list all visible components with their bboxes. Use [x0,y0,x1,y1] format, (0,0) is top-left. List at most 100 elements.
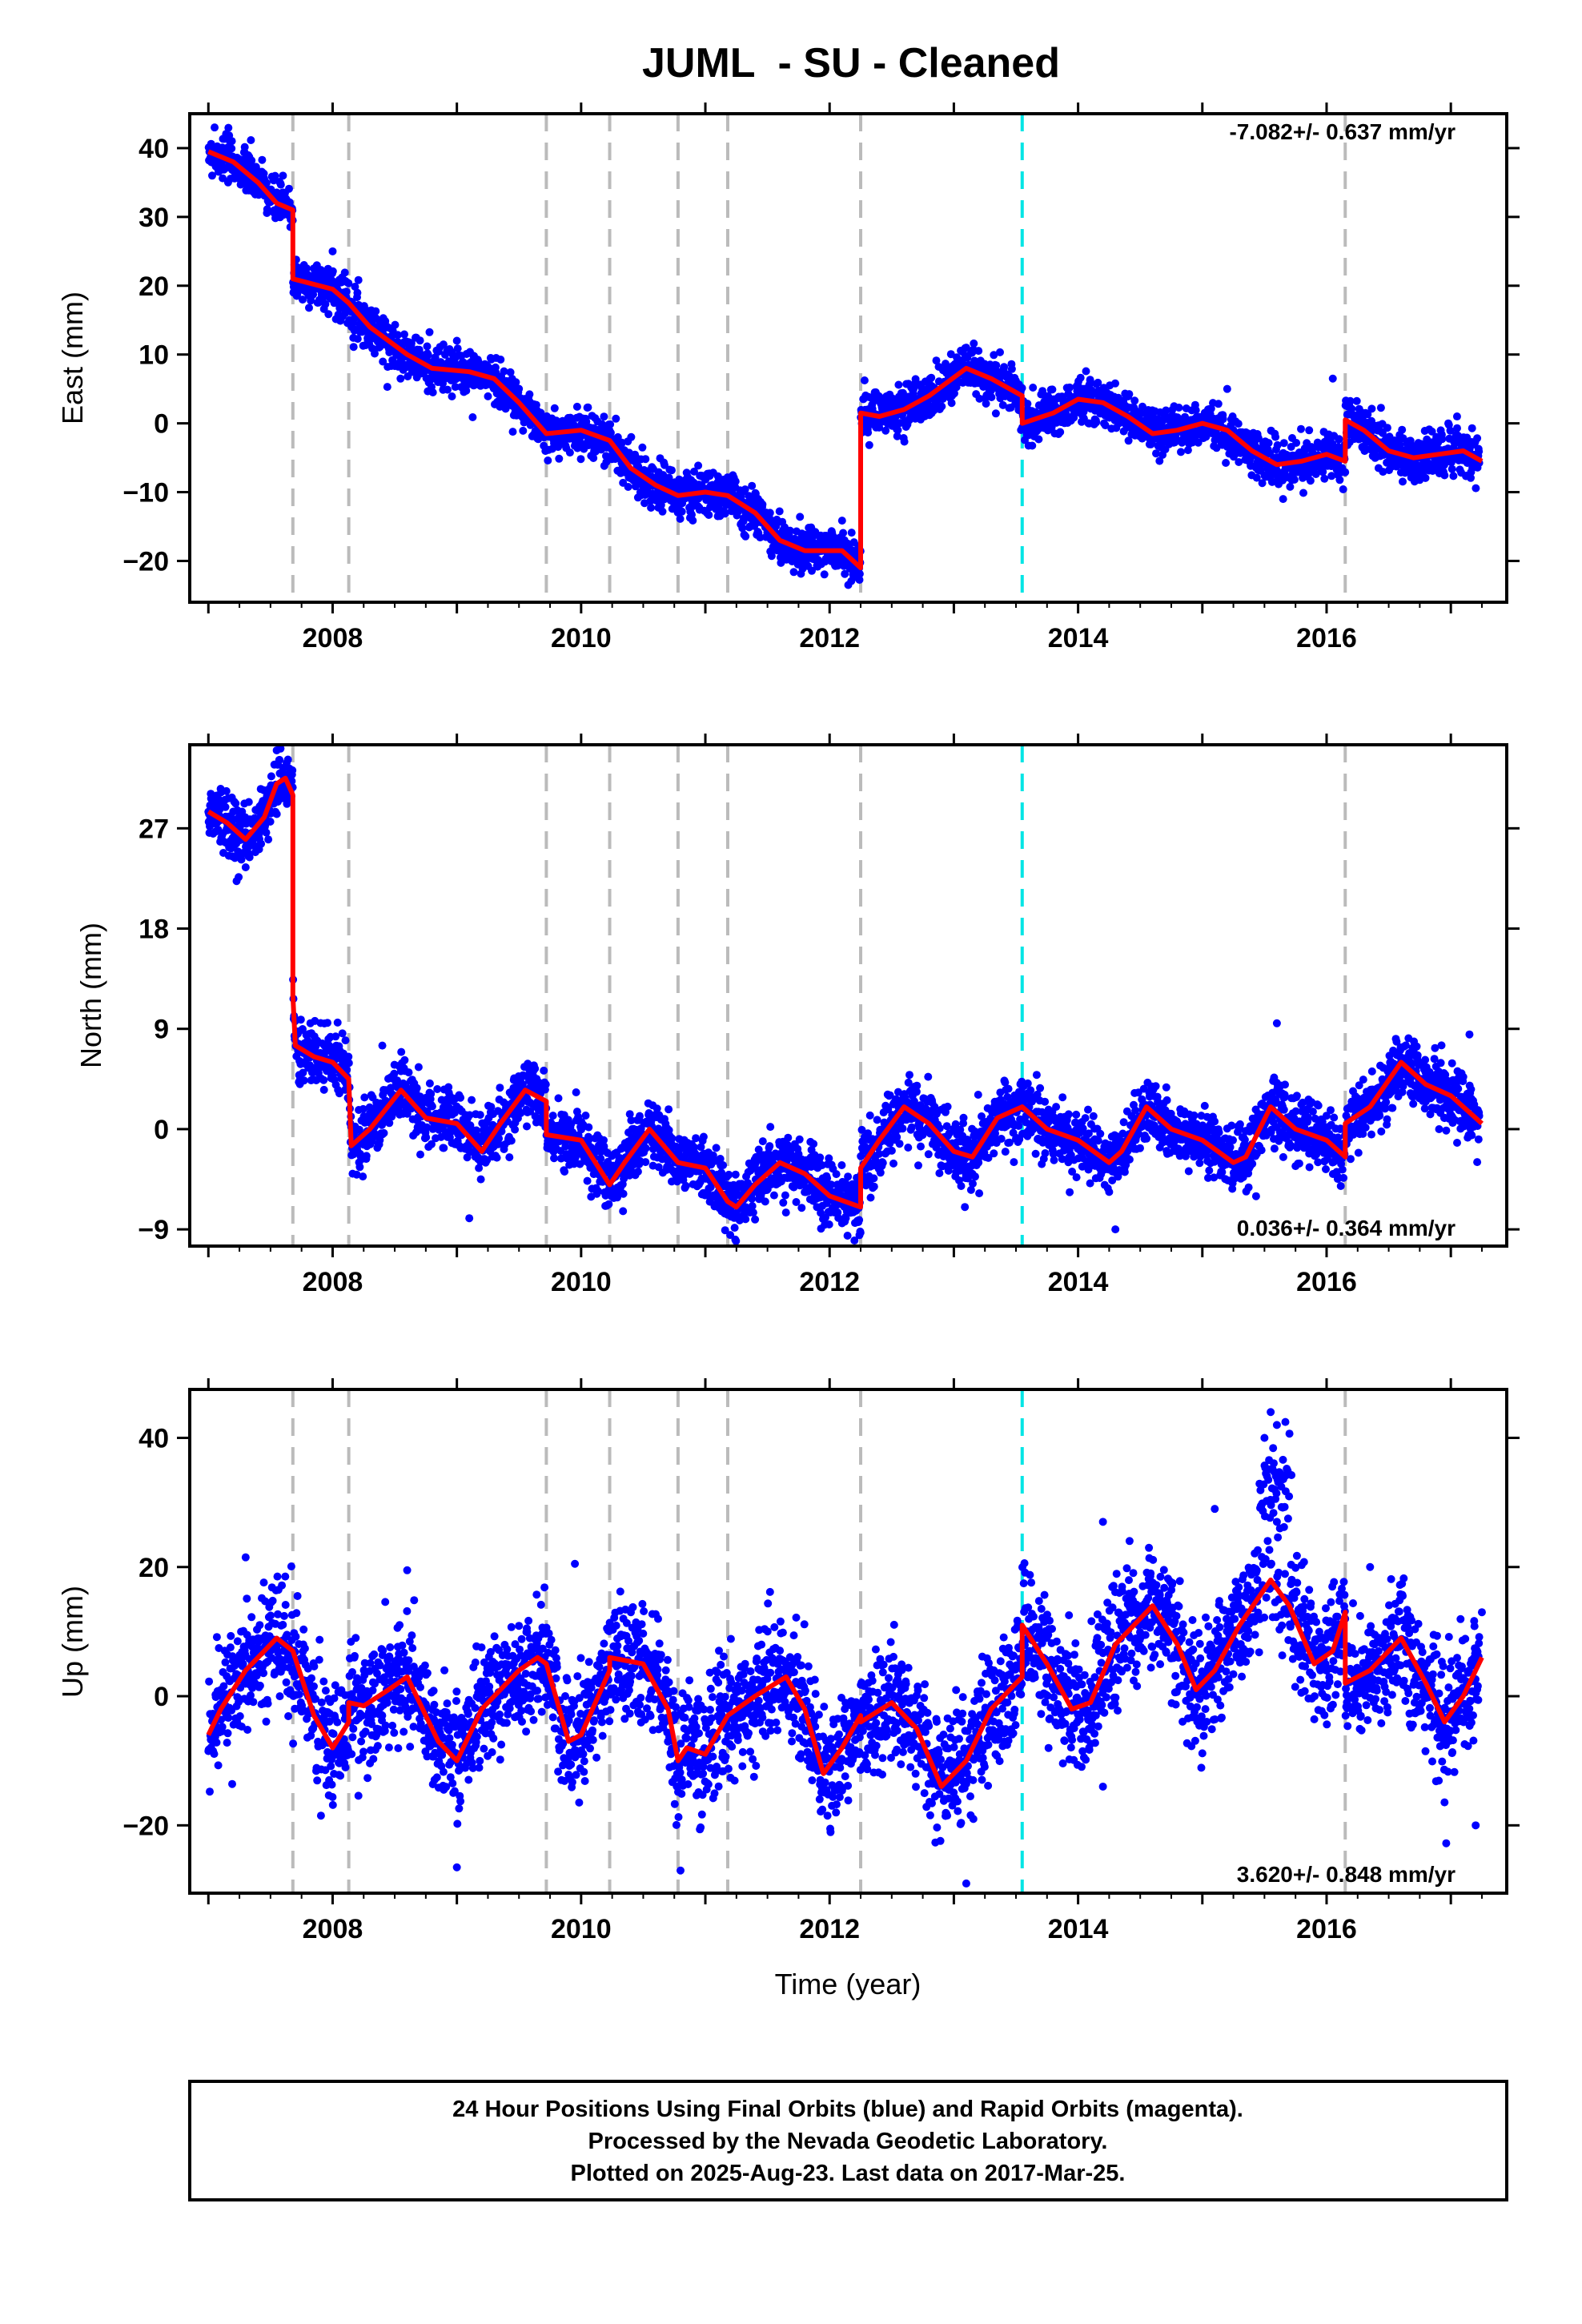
east-data-point [741,532,750,541]
east-data-point [1028,441,1037,450]
east-data-point [647,504,656,512]
east-data-point [634,462,643,471]
north-data-point [427,1089,436,1098]
north-data-point [472,1126,481,1135]
east-outlier-point [1452,412,1461,421]
east-data-point [970,339,978,348]
north-data-point [245,853,254,862]
east-data-point [1395,440,1404,449]
east-data-point [690,467,698,476]
east-data-point [1311,470,1320,478]
east-data-point [1130,396,1139,405]
east-data-point [344,279,353,287]
east-data-point [1222,459,1231,467]
north-data-point [338,1029,347,1038]
east-data-point [765,509,774,517]
east-data-point [393,331,402,340]
north-data-point [362,1152,371,1160]
north-data-point [275,755,284,764]
north-data-point [440,1144,448,1152]
east-data-point [900,437,909,446]
east-data-point [982,400,990,408]
east-data-point [328,267,337,275]
east-data-point [1273,440,1282,449]
north-data-point [475,1164,484,1172]
east-data-point [796,513,805,521]
east-data-point [299,296,307,304]
north-data-point [492,1153,501,1162]
north-data-point [476,1111,484,1120]
east-x-tick-label: 2008 [303,623,363,653]
east-data-point [1007,364,1016,373]
east-data-point [1467,473,1475,482]
east-data-point [731,477,740,486]
north-data-point [560,1168,569,1176]
east-data-point [864,428,873,437]
east-data-point [1038,387,1047,396]
north-data-point [266,818,275,826]
figure-title: JUML - SU - Cleaned [642,40,1060,86]
east-data-point [1177,448,1185,456]
east-data-point [508,428,517,436]
east-data-point [500,367,508,376]
north-data-point [264,835,273,844]
east-outlier-point [340,309,349,318]
east-data-point [808,566,816,575]
north-data-point [541,1080,550,1089]
east-data-point [1438,435,1447,444]
east-data-point [525,390,534,399]
east-data-point [396,374,405,383]
north-data-point [390,1069,399,1078]
north-data-point [550,1154,558,1163]
north-data-point [262,828,271,837]
east-data-point [881,426,890,435]
east-data-point [1155,456,1164,465]
east-data-point [324,310,333,319]
east-data-point [1446,426,1455,435]
east-data-point [1279,439,1288,448]
east-data-point [589,454,598,462]
east-data-point [351,283,359,291]
east-data-point [1191,406,1200,415]
north-data-point [400,1055,409,1064]
east-data-point [661,460,669,469]
north-data-point [516,1109,525,1117]
east-data-point [668,466,676,475]
north-data-point [299,1068,307,1077]
east-data-point [606,420,615,428]
north-data-point [319,1085,328,1094]
north-data-point [422,1133,431,1142]
east-data-point [1367,404,1376,413]
east-data-point [775,507,784,516]
east-data-point [1346,396,1355,405]
east-data-point [582,417,591,426]
east-data-point [1335,476,1344,485]
north-data-point [584,1123,593,1132]
east-data-point [865,440,873,449]
north-data-point [428,1102,436,1111]
east-y-tick-label: 10 [139,340,169,371]
north-data-point [505,1153,514,1162]
east-y-tick-label: 30 [139,203,169,233]
east-model-fit [207,149,1484,570]
east-data-point [1475,447,1484,456]
east-data-point [855,569,864,578]
east-data-point [1034,435,1043,444]
east-data-point [1379,428,1387,437]
east-data-point [1066,383,1074,392]
east-y-tick-label: 0 [154,409,169,440]
east-data-point [839,529,848,537]
east-data-point [991,409,1000,418]
east-data-point [444,385,452,394]
east-y-tick-label: −20 [122,546,169,577]
east-data-point [1183,446,1192,455]
east-data-point [600,412,608,421]
east-data-point [321,300,330,308]
east-outlier-point [328,247,337,255]
east-data-point [544,456,552,464]
east-y-axis-label: East (mm) [56,292,89,424]
east-data-point [565,448,574,457]
east-data-point [1174,404,1183,412]
